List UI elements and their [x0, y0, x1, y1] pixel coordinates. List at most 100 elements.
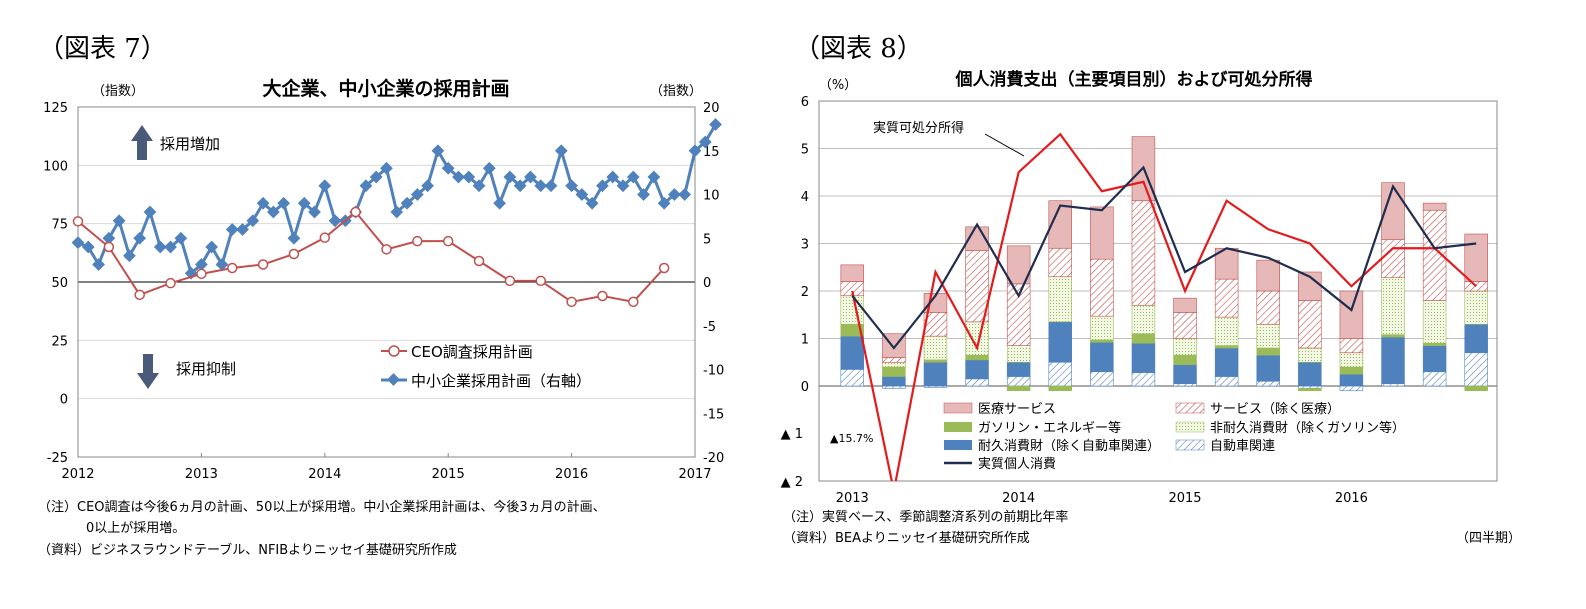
bar-segment [1048, 200, 1072, 249]
bar-segment [1381, 336, 1405, 384]
left-y-tick-label: 100 [43, 159, 68, 174]
left-y-tick-label: 125 [43, 101, 68, 116]
ceo-hiring-point [196, 268, 207, 280]
legend-medical-swatch [943, 402, 973, 414]
ceo-hiring-point [103, 241, 115, 253]
bar-segment [1256, 323, 1280, 349]
bar-segment [1048, 247, 1072, 278]
ceo-hiring-point [535, 275, 546, 287]
sme-hiring-point [678, 188, 692, 201]
sme-hiring-point [400, 196, 414, 210]
ceo-hiring-point [442, 235, 454, 247]
bar-segment [1214, 376, 1239, 387]
sme-hiring-point [359, 179, 373, 193]
bar-segment [1090, 371, 1114, 387]
bar-segment [1131, 372, 1156, 387]
bar-segment [1173, 312, 1197, 339]
ceo-hiring-point [227, 262, 238, 274]
right-y-tick-label: 0 [703, 276, 711, 291]
right-axis-unit: （指数） [650, 84, 702, 99]
bar-segment [1464, 323, 1488, 354]
hiring-restraint-label: 採用抑制 [176, 360, 236, 378]
sme-hiring-point [390, 205, 404, 219]
bar-segment [965, 354, 989, 361]
right-y-tick-label: 10 [703, 189, 720, 204]
disposable-income-line [851, 132, 1477, 481]
sme-hiring-point [482, 161, 496, 175]
sme-hiring-point [133, 231, 147, 245]
bar-segment [1131, 200, 1156, 306]
bar-segment [882, 357, 906, 363]
ceo-hiring-point [350, 206, 361, 218]
bar-segment [1256, 380, 1280, 387]
right-y-tick-label: -20 [703, 451, 724, 466]
bar-segment [1298, 385, 1322, 389]
bar-segment [1422, 202, 1447, 211]
legend-nondurable-swatch [1175, 421, 1205, 433]
legend-ceo-label: CEO調査採用計画 [411, 343, 533, 361]
right-x-tick-label: 2016 [1335, 491, 1368, 506]
sme-hiring-point [215, 258, 229, 271]
bar-segment [1131, 304, 1156, 335]
ceo-hiring-point [628, 296, 639, 308]
neg-tick-1: ▲ 1 [781, 427, 803, 442]
bar-segment [1173, 338, 1197, 356]
bar-segment [840, 369, 865, 387]
sme-hiring-point [92, 258, 105, 271]
right-x-tick-label: 2014 [1002, 491, 1035, 506]
bar-segment [1090, 258, 1114, 317]
bar-segment [923, 359, 948, 363]
sme-hiring-point [246, 214, 260, 228]
figure-7-label: （図表 7） [38, 34, 167, 64]
bar-segment [1298, 388, 1322, 392]
left-axis-unit: （指数） [92, 84, 144, 99]
bar-segment [1090, 341, 1114, 373]
legend-consumption-label: 実質個人消費 [978, 456, 1056, 472]
x-tick-label: 2014 [308, 467, 341, 482]
ceo-hiring-point [597, 290, 608, 302]
sme-hiring-point [380, 161, 393, 175]
bar-segment [1131, 333, 1156, 344]
bar-segment [1464, 233, 1488, 282]
sme-hiring-point [174, 231, 188, 245]
right-y-tick-label: 6 [801, 95, 809, 110]
ceo-hiring-point [504, 275, 516, 287]
hiring-plans-chart: 大企業、中小企業の採用計画 （指数） （指数） -250255075100125… [43, 77, 724, 482]
ceo-hiring-point [566, 296, 577, 308]
consumption-chart: 個人消費支出（主要項目別）および可処分所得 （%） 0 1 2 3 4 5 6 2013 201… [781, 69, 1498, 506]
right-lines [851, 132, 1477, 481]
bar-segment [1339, 352, 1364, 368]
left-legend: CEO調査採用計画 中小企業採用計画（右軸） [381, 343, 591, 390]
legend-sme-marker [387, 373, 400, 386]
sme-hiring-point [503, 170, 517, 184]
bar-segment [1422, 300, 1447, 344]
legend-nondurable-label: 非耐久消費財（除くガソリン等） [1210, 420, 1405, 436]
left-axis-ticks: -25 0 25 50 75 100 125 -20 -15 -10 -5 0 5 10 15 20 2012 2… [43, 101, 724, 482]
sme-hiring-point [462, 170, 476, 184]
x-tick-label: 2013 [185, 467, 218, 482]
bar-segment [1006, 245, 1031, 285]
bar-segment [840, 264, 865, 282]
sme-hiring-point [205, 240, 219, 254]
right-x-tick-label: 2013 [836, 491, 869, 506]
bar-segment [1381, 334, 1405, 338]
bar-segment [1214, 347, 1239, 377]
right-stacked-bars [840, 136, 1488, 392]
left-y-tick-label: 75 [51, 218, 68, 233]
ceo-hiring-point [412, 235, 423, 247]
ceo-hiring-point [381, 244, 392, 255]
ceo-hiring-point [473, 255, 485, 267]
disposable-income-annotation: 実質可処分所得 [873, 120, 964, 136]
bar-segment [1256, 290, 1280, 325]
bar-segment [840, 295, 865, 325]
ceo-hiring-point [658, 262, 670, 274]
right-axis-ticks: 0 1 2 3 4 5 6 2013 2014 2015 2016 [801, 95, 1368, 506]
bar-segment [1464, 385, 1488, 392]
right-period-unit: （四半期） [1456, 531, 1522, 546]
bar-segment [1298, 361, 1322, 387]
right-y-tick-label: 20 [703, 101, 720, 116]
bar-segment [1256, 347, 1280, 356]
bar-segment [1256, 354, 1280, 382]
right-y-tick-label: -5 [703, 320, 716, 335]
legend-services-swatch [1175, 402, 1205, 414]
